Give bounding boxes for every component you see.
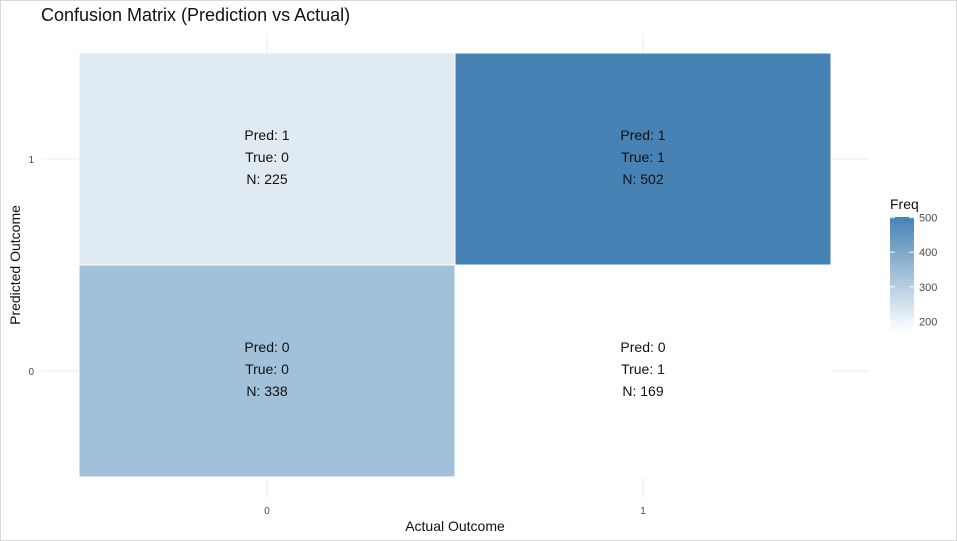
heatmap-tile bbox=[454, 52, 832, 266]
legend-tick-label: 500 bbox=[919, 213, 937, 225]
tile-label: True: 0 bbox=[245, 149, 289, 165]
heatmap-tile bbox=[454, 264, 832, 478]
tile-label: True: 0 bbox=[245, 361, 289, 377]
tile-label: True: 1 bbox=[621, 149, 665, 165]
tile-label: Pred: 0 bbox=[244, 339, 289, 355]
tile-label: True: 1 bbox=[621, 361, 665, 377]
x-tick-label: 0 bbox=[264, 506, 270, 517]
y-tick-label: 1 bbox=[28, 155, 34, 166]
y-tick-label: 0 bbox=[28, 367, 34, 378]
x-axis-title: Actual Outcome bbox=[405, 518, 505, 534]
tile-label: Pred: 1 bbox=[620, 127, 665, 143]
legend-colorbar bbox=[890, 217, 914, 332]
y-axis-title: Predicted Outcome bbox=[7, 205, 23, 325]
tile-label: N: 338 bbox=[246, 383, 287, 399]
legend-tick-label: 200 bbox=[919, 316, 937, 328]
tile-label: N: 502 bbox=[622, 171, 663, 187]
chart-title: Confusion Matrix (Prediction vs Actual) bbox=[41, 5, 351, 25]
tile-label: Pred: 0 bbox=[620, 339, 665, 355]
tile-label: N: 169 bbox=[622, 383, 663, 399]
legend-title: Freq bbox=[890, 196, 919, 212]
tile-label: N: 225 bbox=[246, 171, 287, 187]
legend-tick-label: 400 bbox=[919, 247, 937, 259]
heatmap-tile bbox=[78, 52, 456, 266]
tile-label: Pred: 1 bbox=[244, 127, 289, 143]
heatmap-tile bbox=[78, 264, 456, 478]
legend-tick-label: 300 bbox=[919, 282, 937, 294]
x-tick-label: 1 bbox=[640, 506, 646, 517]
